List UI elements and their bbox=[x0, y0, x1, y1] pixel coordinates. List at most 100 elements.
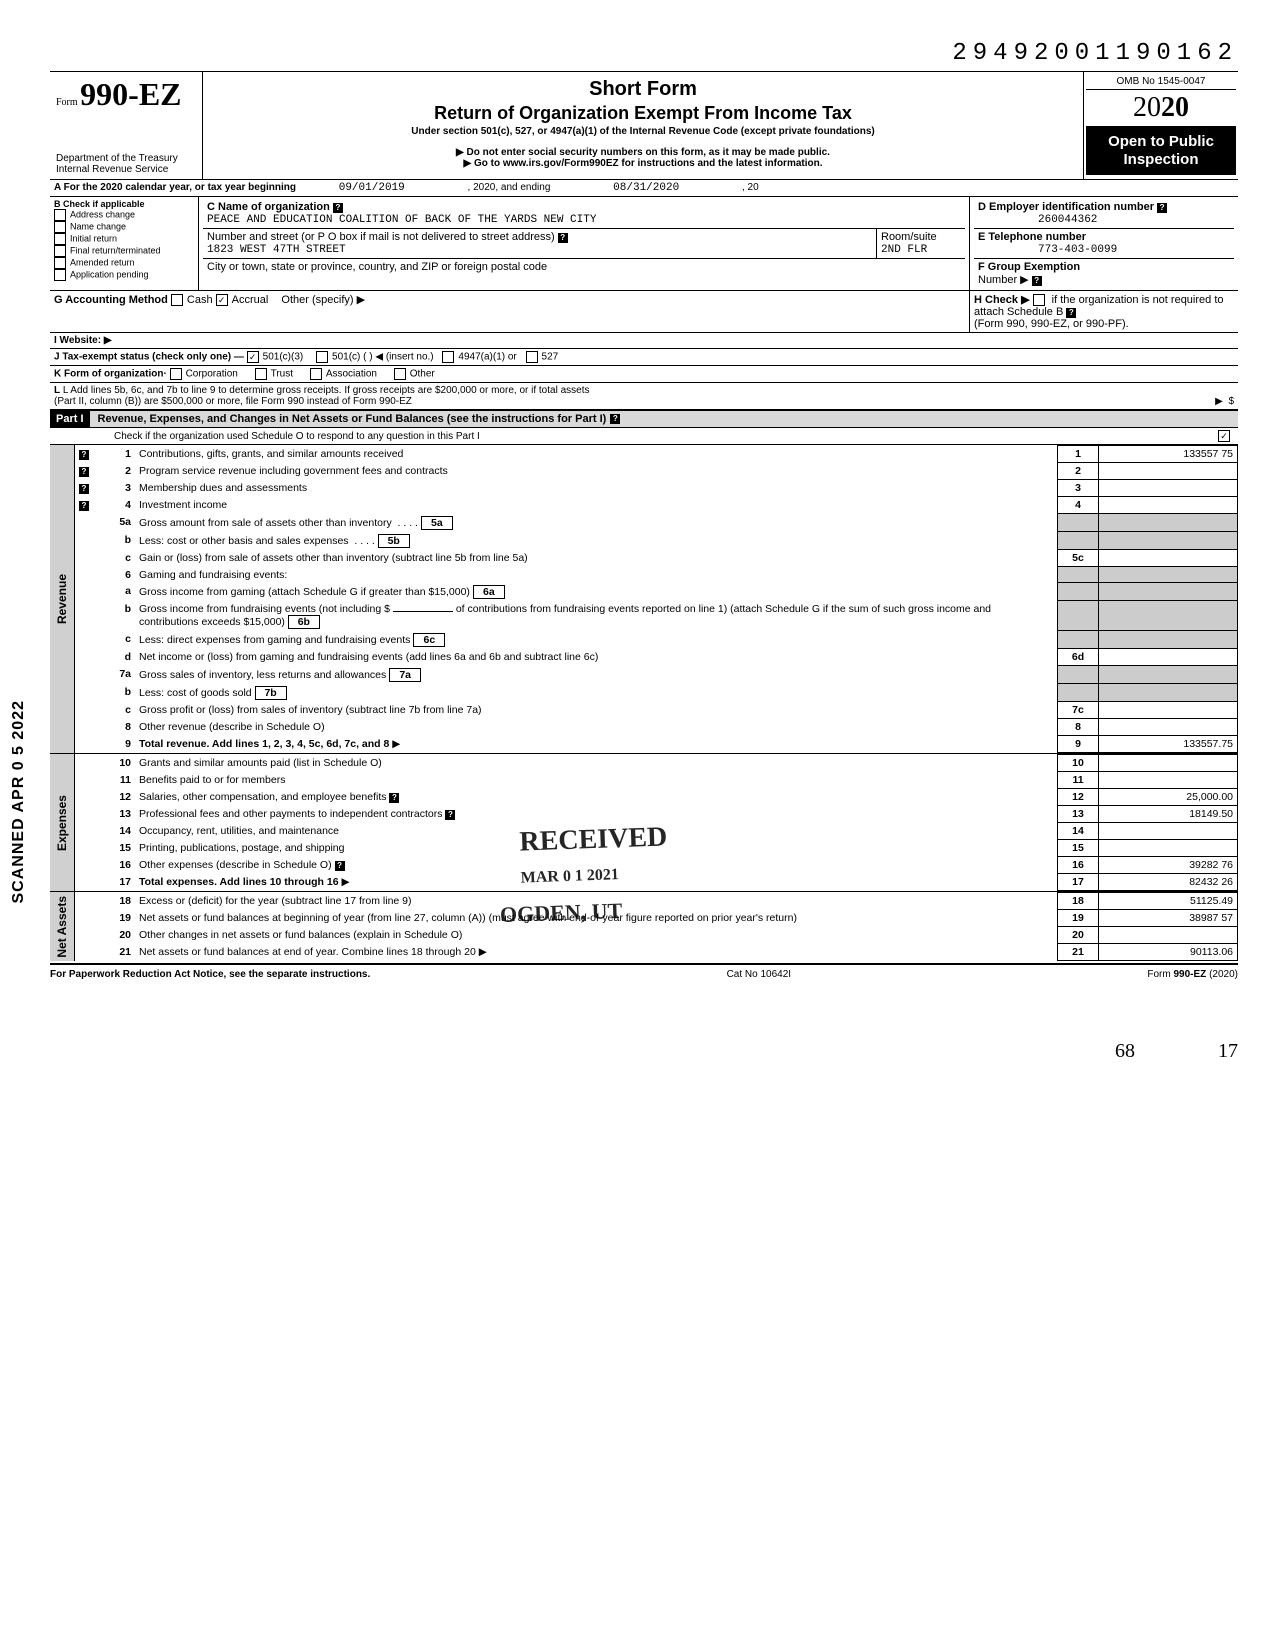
help-icon: ? bbox=[1157, 203, 1167, 213]
line-7b-num: b bbox=[99, 684, 135, 702]
f-label2: Number ▶ bbox=[978, 274, 1029, 286]
line-4-box: 4 bbox=[1058, 497, 1099, 514]
line-2-text: Program service revenue including govern… bbox=[135, 463, 1058, 480]
chk-other[interactable] bbox=[394, 368, 406, 380]
line-6c-box: 6c bbox=[413, 633, 445, 647]
tax-year: 2020 bbox=[1086, 90, 1236, 127]
line-6b-text: Gross income from fundraising events (no… bbox=[139, 603, 390, 615]
chk-pending[interactable]: Application pending bbox=[54, 269, 194, 281]
line-21-arrow: ▶ bbox=[479, 946, 487, 958]
c-label: C Name of organization bbox=[207, 201, 330, 213]
chk-501c[interactable] bbox=[316, 351, 328, 363]
line-7a-num: 7a bbox=[99, 666, 135, 684]
line-1-amt: 133557 75 bbox=[1099, 446, 1238, 463]
l-text1: L Add lines 5b, 6c, and 7b to line 9 to … bbox=[63, 385, 590, 396]
chk-schedule-o[interactable] bbox=[1218, 430, 1230, 442]
line-18-box: 18 bbox=[1058, 893, 1099, 910]
chk-trust[interactable] bbox=[255, 368, 267, 380]
line-21-num: 21 bbox=[99, 944, 135, 961]
line-1-text: Contributions, gifts, grants, and simila… bbox=[135, 446, 1058, 463]
line-10-amt bbox=[1099, 755, 1238, 772]
chk-501c3[interactable] bbox=[247, 351, 259, 363]
line-17-arrow: ▶ bbox=[341, 876, 349, 888]
line-7c-text: Gross profit or (loss) from sales of inv… bbox=[135, 702, 1058, 719]
line-13-num: 13 bbox=[99, 806, 135, 823]
chk-name[interactable]: Name change bbox=[54, 221, 194, 233]
line-5a-box: 5a bbox=[421, 516, 453, 530]
line-5c-amt bbox=[1099, 550, 1238, 567]
line-6-text: Gaming and fundraising events: bbox=[135, 567, 1058, 583]
k-assoc: Association bbox=[326, 369, 377, 380]
line-18-num: 18 bbox=[99, 893, 135, 910]
chk-corp[interactable] bbox=[170, 368, 182, 380]
help-icon: ? bbox=[79, 467, 89, 477]
line-5a-text: Gross amount from sale of assets other t… bbox=[139, 517, 392, 529]
line-11-amt bbox=[1099, 772, 1238, 789]
line-17-box: 17 bbox=[1058, 874, 1099, 891]
line-19-amt: 38987 57 bbox=[1099, 910, 1238, 927]
line-9-text: Total revenue. Add lines 1, 2, 3, 4, 5c,… bbox=[139, 738, 389, 750]
line-4-text: Investment income bbox=[135, 497, 1058, 514]
chk-pending-label: Application pending bbox=[70, 269, 149, 279]
line-19-box: 19 bbox=[1058, 910, 1099, 927]
chk-assoc[interactable] bbox=[310, 368, 322, 380]
l-text2: (Part II, column (B)) are $500,000 or mo… bbox=[54, 396, 412, 407]
line-16-amt: 39282 76 bbox=[1099, 857, 1238, 874]
line-7c-num: c bbox=[99, 702, 135, 719]
line-18-amt: 51125.49 bbox=[1099, 893, 1238, 910]
main-title: Return of Organization Exempt From Incom… bbox=[211, 103, 1075, 124]
help-icon: ? bbox=[445, 810, 455, 820]
year-prefix: 20 bbox=[1133, 92, 1161, 123]
treasury-dept: Department of the Treasury bbox=[56, 153, 196, 164]
k-other: Other bbox=[410, 369, 435, 380]
room-suite: 2ND FLR bbox=[881, 244, 927, 256]
org-name: PEACE AND EDUCATION COALITION OF BACK OF… bbox=[207, 214, 596, 226]
line-4-amt bbox=[1099, 497, 1238, 514]
line-10-text: Grants and similar amounts paid (list in… bbox=[135, 755, 1058, 772]
handwritten-pg1: 68 bbox=[1115, 1040, 1135, 1062]
chk-address-label: Address change bbox=[70, 209, 135, 219]
line-11-box: 11 bbox=[1058, 772, 1099, 789]
line-4-num: 4 bbox=[99, 497, 135, 514]
help-icon: ? bbox=[79, 450, 89, 460]
line-10-num: 10 bbox=[99, 755, 135, 772]
chk-initial[interactable]: Initial return bbox=[54, 233, 194, 245]
line-9-num: 9 bbox=[99, 736, 135, 753]
help-icon: ? bbox=[610, 414, 620, 424]
line-7a-text: Gross sales of inventory, less returns a… bbox=[139, 669, 386, 681]
help-icon: ? bbox=[389, 793, 399, 803]
chk-h[interactable] bbox=[1033, 294, 1045, 306]
chk-527[interactable] bbox=[526, 351, 538, 363]
expenses-section: Expenses 10Grants and similar amounts pa… bbox=[50, 753, 1238, 891]
f-label: F Group Exemption bbox=[978, 261, 1080, 273]
line-9-box: 9 bbox=[1058, 736, 1099, 753]
handwritten-pg2: 17 bbox=[1218, 1040, 1238, 1062]
line-15-text: Printing, publications, postage, and shi… bbox=[135, 840, 1058, 857]
street-address: 1823 WEST 47TH STREET bbox=[207, 244, 346, 256]
chk-4947[interactable] bbox=[442, 351, 454, 363]
line-17-num: 17 bbox=[99, 874, 135, 891]
chk-amended[interactable]: Amended return bbox=[54, 257, 194, 269]
col-b-header: B Check if applicable bbox=[54, 199, 194, 209]
line-2-amt bbox=[1099, 463, 1238, 480]
chk-accrual[interactable] bbox=[216, 294, 228, 306]
city-label: City or town, state or province, country… bbox=[207, 261, 547, 273]
k-label: K Form of organization· bbox=[54, 369, 167, 380]
chk-final[interactable]: Final return/terminated bbox=[54, 245, 194, 257]
chk-cash[interactable] bbox=[171, 294, 183, 306]
row-a-label: A For the 2020 calendar year, or tax yea… bbox=[54, 182, 296, 193]
line-21-box: 21 bbox=[1058, 944, 1099, 961]
line-1-num: 1 bbox=[99, 446, 135, 463]
chk-address[interactable]: Address change bbox=[54, 209, 194, 221]
line-20-amt bbox=[1099, 927, 1238, 944]
help-icon: ? bbox=[558, 233, 568, 243]
subtitle: Under section 501(c), 527, or 4947(a)(1)… bbox=[211, 126, 1075, 137]
expenses-side-label: Expenses bbox=[55, 795, 69, 851]
h-label: H Check ▶ bbox=[974, 294, 1030, 306]
short-form-title: Short Form bbox=[211, 78, 1075, 101]
line-6a-text: Gross income from gaming (attach Schedul… bbox=[139, 586, 470, 598]
line-5b-box: 5b bbox=[378, 534, 410, 548]
line-20-num: 20 bbox=[99, 927, 135, 944]
part1-title: Revenue, Expenses, and Changes in Net As… bbox=[98, 413, 607, 425]
line-15-amt bbox=[1099, 840, 1238, 857]
